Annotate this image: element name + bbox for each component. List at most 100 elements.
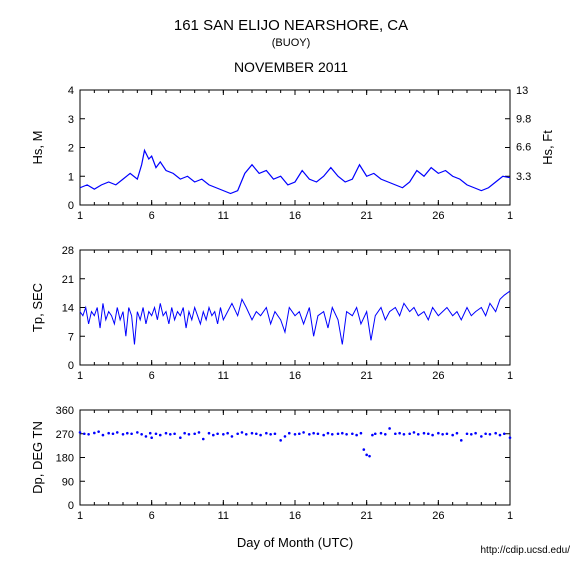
data-point	[441, 433, 444, 436]
data-point	[331, 433, 334, 436]
x-tick-label: 11	[218, 370, 229, 382]
y-tick-label: 28	[62, 245, 74, 257]
data-point	[371, 434, 374, 437]
data-point	[398, 432, 401, 435]
data-point	[150, 436, 153, 439]
data-point	[288, 432, 291, 435]
data-point	[413, 431, 416, 434]
chart-title: 161 SAN ELIJO NEARSHORE, CA	[174, 17, 408, 34]
y-axis-label: Tp, SEC	[30, 283, 45, 332]
data-point	[509, 436, 512, 439]
data-point	[403, 433, 406, 436]
x-tick-label: 6	[149, 210, 155, 222]
data-point	[279, 439, 282, 442]
data-point	[179, 436, 182, 439]
x-tick-label: 1	[507, 510, 513, 522]
x-tick-label: 1	[507, 370, 513, 382]
data-line	[80, 150, 510, 193]
data-point	[188, 433, 191, 436]
data-point	[216, 432, 219, 435]
data-point	[165, 432, 168, 435]
data-point	[345, 433, 348, 436]
y-tick-label: 1	[68, 171, 74, 183]
data-point	[380, 432, 383, 435]
x-tick-label: 1	[77, 210, 83, 222]
data-point	[322, 434, 325, 437]
data-point	[365, 454, 368, 457]
chart-subtitle: (BUOY)	[272, 37, 311, 49]
data-point	[198, 431, 201, 434]
data-point	[480, 435, 483, 438]
data-point	[183, 432, 186, 435]
data-point	[241, 431, 244, 434]
data-point	[394, 432, 397, 435]
data-point	[368, 455, 371, 458]
data-point	[102, 434, 105, 437]
data-point	[130, 432, 133, 435]
data-point	[499, 434, 502, 437]
data-point	[456, 432, 459, 435]
data-point	[149, 432, 152, 435]
data-point	[251, 432, 254, 435]
data-line	[80, 291, 510, 344]
data-point	[136, 431, 139, 434]
x-tick-label: 1	[507, 210, 513, 222]
panel-frame	[80, 250, 510, 365]
y-axis-label: Hs, M	[30, 131, 45, 165]
data-point	[317, 432, 320, 435]
y-tick-label-right: 13	[516, 85, 528, 97]
data-point	[341, 432, 344, 435]
y-tick-label: 4	[68, 85, 74, 97]
panel-frame	[80, 90, 510, 205]
data-point	[470, 433, 473, 436]
x-tick-label: 21	[361, 370, 373, 382]
x-tick-label: 26	[432, 510, 444, 522]
data-point	[173, 432, 176, 435]
data-point	[87, 433, 90, 436]
data-point	[79, 431, 82, 434]
y-tick-label: 3	[68, 114, 74, 126]
data-point	[408, 432, 411, 435]
data-point	[155, 432, 158, 435]
y-tick-label: 90	[62, 476, 74, 488]
x-tick-label: 16	[289, 510, 301, 522]
data-point	[245, 433, 248, 436]
data-point	[112, 432, 115, 435]
data-point	[484, 432, 487, 435]
data-point	[388, 427, 391, 430]
data-point	[302, 431, 305, 434]
y-tick-label: 360	[56, 405, 74, 417]
credit-text: http://cdip.ucsd.edu/	[480, 545, 570, 556]
data-point	[93, 432, 96, 435]
data-point	[312, 432, 315, 435]
x-tick-label: 6	[149, 370, 155, 382]
data-point	[431, 434, 434, 437]
y-tick-label: 0	[68, 200, 74, 212]
data-point	[255, 432, 258, 435]
data-point	[489, 433, 492, 436]
data-point	[298, 432, 301, 435]
data-point	[427, 432, 430, 435]
y-tick-label-right: 9.8	[516, 113, 531, 125]
x-tick-label: 1	[77, 370, 83, 382]
data-point	[83, 432, 86, 435]
x-tick-label: 21	[361, 510, 373, 522]
y-tick-label: 270	[56, 429, 74, 441]
y-tick-label: 180	[56, 453, 74, 465]
data-point	[231, 435, 234, 438]
chart-month: NOVEMBER 2011	[234, 59, 348, 75]
x-axis-label: Day of Month (UTC)	[237, 535, 353, 550]
data-point	[423, 432, 426, 435]
data-point	[140, 433, 143, 436]
y-tick-label: 2	[68, 143, 74, 155]
data-point	[122, 433, 125, 436]
data-point	[107, 432, 110, 435]
data-point	[193, 432, 196, 435]
data-point	[355, 434, 358, 437]
data-point	[294, 433, 297, 436]
y-tick-label-right: 6.6	[516, 142, 531, 154]
x-tick-label: 26	[432, 370, 444, 382]
data-point	[145, 435, 148, 438]
data-point	[363, 448, 366, 451]
data-point	[97, 430, 100, 433]
